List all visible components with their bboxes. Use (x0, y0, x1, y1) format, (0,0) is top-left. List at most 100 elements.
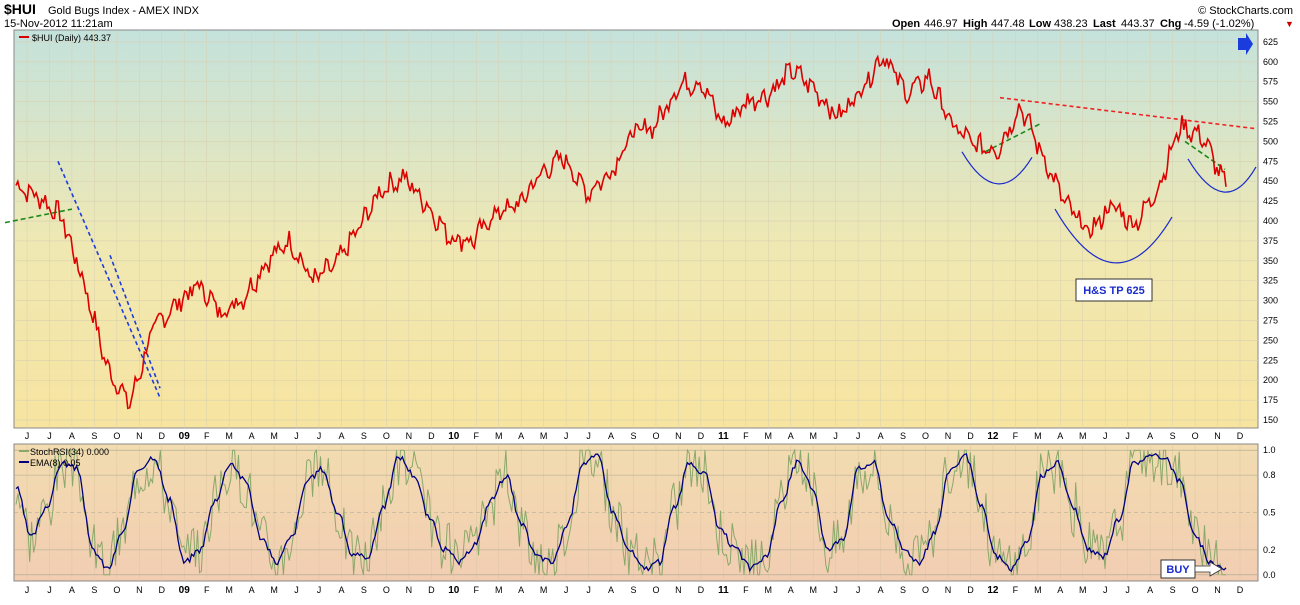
x-tick-label: A (788, 585, 794, 595)
chg-value: -4.59 (-1.02%) (1184, 18, 1254, 30)
x-tick-label: J (1125, 431, 1130, 441)
x-tick-label: J (1103, 585, 1108, 595)
x-tick-label: J (564, 431, 569, 441)
x-tick-label: N (945, 431, 952, 441)
x-tick-label: J (1103, 431, 1108, 441)
price-legend: $HUI (Daily) 443.37 (19, 33, 111, 43)
x-tick-label: A (338, 585, 344, 595)
x-tick-label: O (113, 431, 120, 441)
x-tick-label: J (833, 431, 838, 441)
ema-legend-label: EMA(8) 0.05 (30, 458, 81, 468)
indicator-y-tick-label: 0.5 (1263, 508, 1276, 518)
high-label: High (963, 18, 988, 30)
x-tick-label: A (608, 431, 614, 441)
trendline-green (4, 208, 73, 224)
price-y-tick-label: 150 (1263, 415, 1278, 425)
x-tick-label: S (1170, 585, 1176, 595)
x-tick-label: D (1237, 431, 1244, 441)
x-tick-label: A (338, 431, 344, 441)
x-tick-label: 11 (718, 431, 729, 442)
x-tick-label: J (317, 585, 322, 595)
price-x-axis: J J A S O N D 09 F M A M J J A S O N D 10 F M A M J J A S O N D 11 F M A M J… (25, 431, 1244, 442)
x-tick-label: S (91, 585, 97, 595)
x-tick-label: A (1147, 431, 1153, 441)
price-y-tick-label: 400 (1263, 216, 1278, 226)
x-tick-label: D (159, 585, 166, 595)
x-tick-label: J (586, 585, 591, 595)
x-tick-label: M (225, 431, 233, 441)
right-arrow-icon (1238, 33, 1253, 55)
symbol: $HUI (4, 1, 36, 17)
x-tick-label: J (856, 585, 861, 595)
x-tick-label: O (1192, 431, 1199, 441)
x-tick-label: F (474, 431, 480, 441)
x-tick-label: F (743, 431, 749, 441)
trendline-blue (57, 161, 161, 399)
pattern-arc (1187, 158, 1257, 193)
x-tick-label: 12 (987, 431, 999, 442)
x-tick-label: J (317, 431, 322, 441)
low-value: 438.23 (1054, 18, 1088, 30)
x-tick-label: J (25, 431, 30, 441)
price-y-tick-label: 550 (1263, 97, 1278, 107)
x-tick-label: S (91, 431, 97, 441)
x-tick-label: M (225, 585, 233, 595)
x-tick-label: 10 (448, 585, 460, 596)
price-y-tick-label: 325 (1263, 276, 1278, 286)
indicator-y-tick-label: 0.2 (1263, 545, 1276, 555)
x-tick-label: F (474, 585, 480, 595)
indicator-y-tick-label: 1.0 (1263, 445, 1276, 455)
price-y-tick-label: 575 (1263, 77, 1278, 87)
buy-label: BUY (1160, 559, 1223, 579)
x-tick-label: M (809, 431, 817, 441)
neckline-red (999, 96, 1257, 130)
x-tick-label: A (1057, 431, 1063, 441)
price-y-tick-label: 525 (1263, 117, 1278, 127)
price-y-axis: 150 175 200 225 250 275 300 325 350 375 400 425 450 4… (1263, 37, 1278, 425)
x-tick-label: F (1013, 585, 1019, 595)
x-tick-label: N (675, 585, 682, 595)
price-y-tick-label: 275 (1263, 316, 1278, 326)
x-tick-label: M (809, 585, 817, 595)
low-label: Low (1029, 18, 1051, 30)
x-tick-label: S (630, 585, 636, 595)
price-y-tick-label: 500 (1263, 136, 1278, 146)
price-y-tick-label: 250 (1263, 335, 1278, 345)
x-tick-label: 10 (448, 431, 460, 442)
x-tick-label: M (495, 431, 503, 441)
x-tick-label: S (900, 585, 906, 595)
x-tick-label: O (383, 585, 390, 595)
x-tick-label: 12 (987, 585, 999, 596)
target-label: H&S TP 625 (1075, 278, 1153, 302)
x-tick-label: O (922, 431, 929, 441)
x-tick-label: A (69, 585, 75, 595)
x-tick-label: J (856, 431, 861, 441)
price-series-line (15, 54, 1227, 410)
x-tick-label: D (967, 585, 974, 595)
last-value: 443.37 (1121, 18, 1155, 30)
x-tick-label: D (1237, 585, 1244, 595)
x-tick-label: A (518, 431, 524, 441)
x-tick-label: J (47, 431, 52, 441)
x-tick-label: M (1034, 431, 1042, 441)
x-tick-label: F (743, 585, 749, 595)
pattern-arc (961, 151, 1033, 185)
x-tick-label: N (1214, 431, 1221, 441)
x-tick-label: A (608, 585, 614, 595)
x-tick-label: D (428, 585, 435, 595)
x-tick-label: N (675, 431, 682, 441)
x-tick-label: A (518, 585, 524, 595)
x-tick-label: F (204, 585, 210, 595)
x-tick-label: A (249, 585, 255, 595)
x-tick-label: N (136, 431, 143, 441)
x-tick-label: A (69, 431, 75, 441)
price-y-tick-label: 350 (1263, 256, 1278, 266)
x-tick-label: J (564, 585, 569, 595)
x-tick-label: A (878, 585, 884, 595)
stochrsi-legend-label: StochRSI(34) 0.000 (30, 447, 109, 457)
x-tick-label: D (698, 585, 705, 595)
chg-down-icon: ▼ (1285, 19, 1294, 29)
x-tick-label: M (1034, 585, 1042, 595)
price-y-tick-label: 450 (1263, 176, 1278, 186)
